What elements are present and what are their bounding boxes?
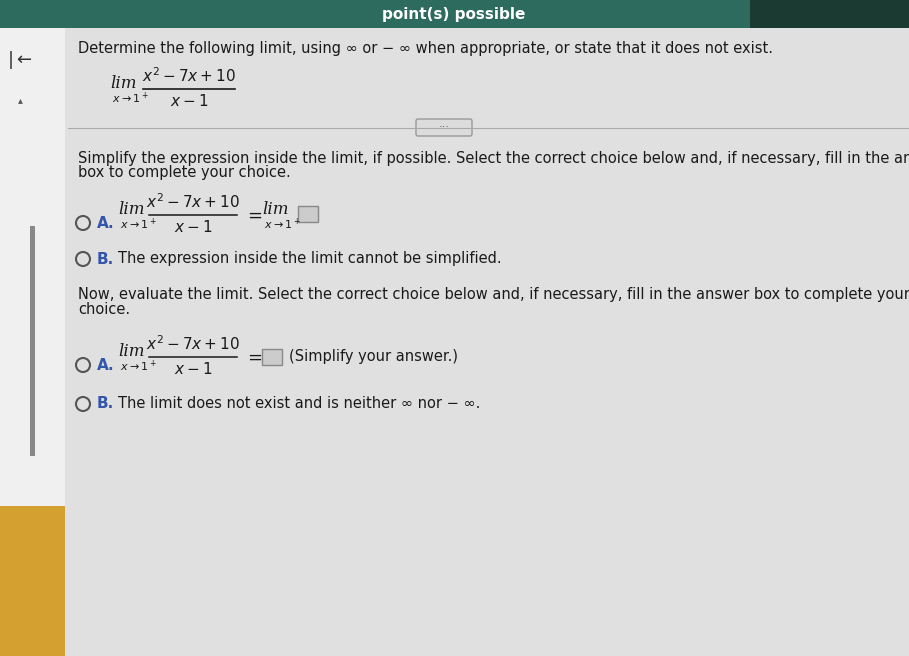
Text: $x^2 - 7x + 10$: $x^2 - 7x + 10$ <box>146 193 240 211</box>
Text: lim: lim <box>110 75 136 91</box>
Bar <box>30 226 35 456</box>
Bar <box>298 206 318 222</box>
Text: $x - 1$: $x - 1$ <box>170 93 208 109</box>
Bar <box>0 0 909 28</box>
Text: $=$: $=$ <box>244 348 263 366</box>
Bar <box>750 0 909 28</box>
Text: The limit does not exist and is neither ∞ nor − ∞.: The limit does not exist and is neither … <box>118 396 480 411</box>
Text: point(s) possible: point(s) possible <box>383 7 525 22</box>
Text: A.: A. <box>97 216 115 230</box>
Text: Simplify the expression inside the limit, if possible. Select the correct choice: Simplify the expression inside the limit… <box>78 150 909 165</box>
Text: lim: lim <box>118 342 145 359</box>
Text: B.: B. <box>97 396 115 411</box>
Text: B.: B. <box>97 251 115 266</box>
Bar <box>0 506 65 656</box>
Text: $x^2 - 7x + 10$: $x^2 - 7x + 10$ <box>142 67 236 85</box>
Text: lim: lim <box>262 201 288 218</box>
Text: $x \to 1^+$: $x \to 1^+$ <box>264 216 301 232</box>
Text: Determine the following limit, using ∞ or − ∞ when appropriate, or state that it: Determine the following limit, using ∞ o… <box>78 41 773 56</box>
FancyBboxPatch shape <box>416 119 472 136</box>
Text: ···: ··· <box>438 122 449 132</box>
Text: $x - 1$: $x - 1$ <box>174 361 212 377</box>
Bar <box>0 28 65 656</box>
Text: $|\leftarrow$: $|\leftarrow$ <box>7 49 33 71</box>
Text: box to complete your choice.: box to complete your choice. <box>78 165 291 180</box>
Text: A.: A. <box>97 358 115 373</box>
Text: $x - 1$: $x - 1$ <box>174 219 212 235</box>
Text: Now, evaluate the limit. Select the correct choice below and, if necessary, fill: Now, evaluate the limit. Select the corr… <box>78 287 909 302</box>
Bar <box>262 349 282 365</box>
Text: $x \to 1^+$: $x \to 1^+$ <box>112 91 149 106</box>
Text: The expression inside the limit cannot be simplified.: The expression inside the limit cannot b… <box>118 251 502 266</box>
Text: $x \to 1^+$: $x \to 1^+$ <box>120 358 157 374</box>
Text: $\blacktriangle$: $\blacktriangle$ <box>16 96 24 106</box>
Text: choice.: choice. <box>78 302 130 316</box>
Text: $x \to 1^+$: $x \to 1^+$ <box>120 216 157 232</box>
Text: lim: lim <box>118 201 145 218</box>
Text: $=$: $=$ <box>244 206 263 224</box>
Text: (Simplify your answer.): (Simplify your answer.) <box>289 350 458 365</box>
Text: $x^2 - 7x + 10$: $x^2 - 7x + 10$ <box>146 335 240 354</box>
